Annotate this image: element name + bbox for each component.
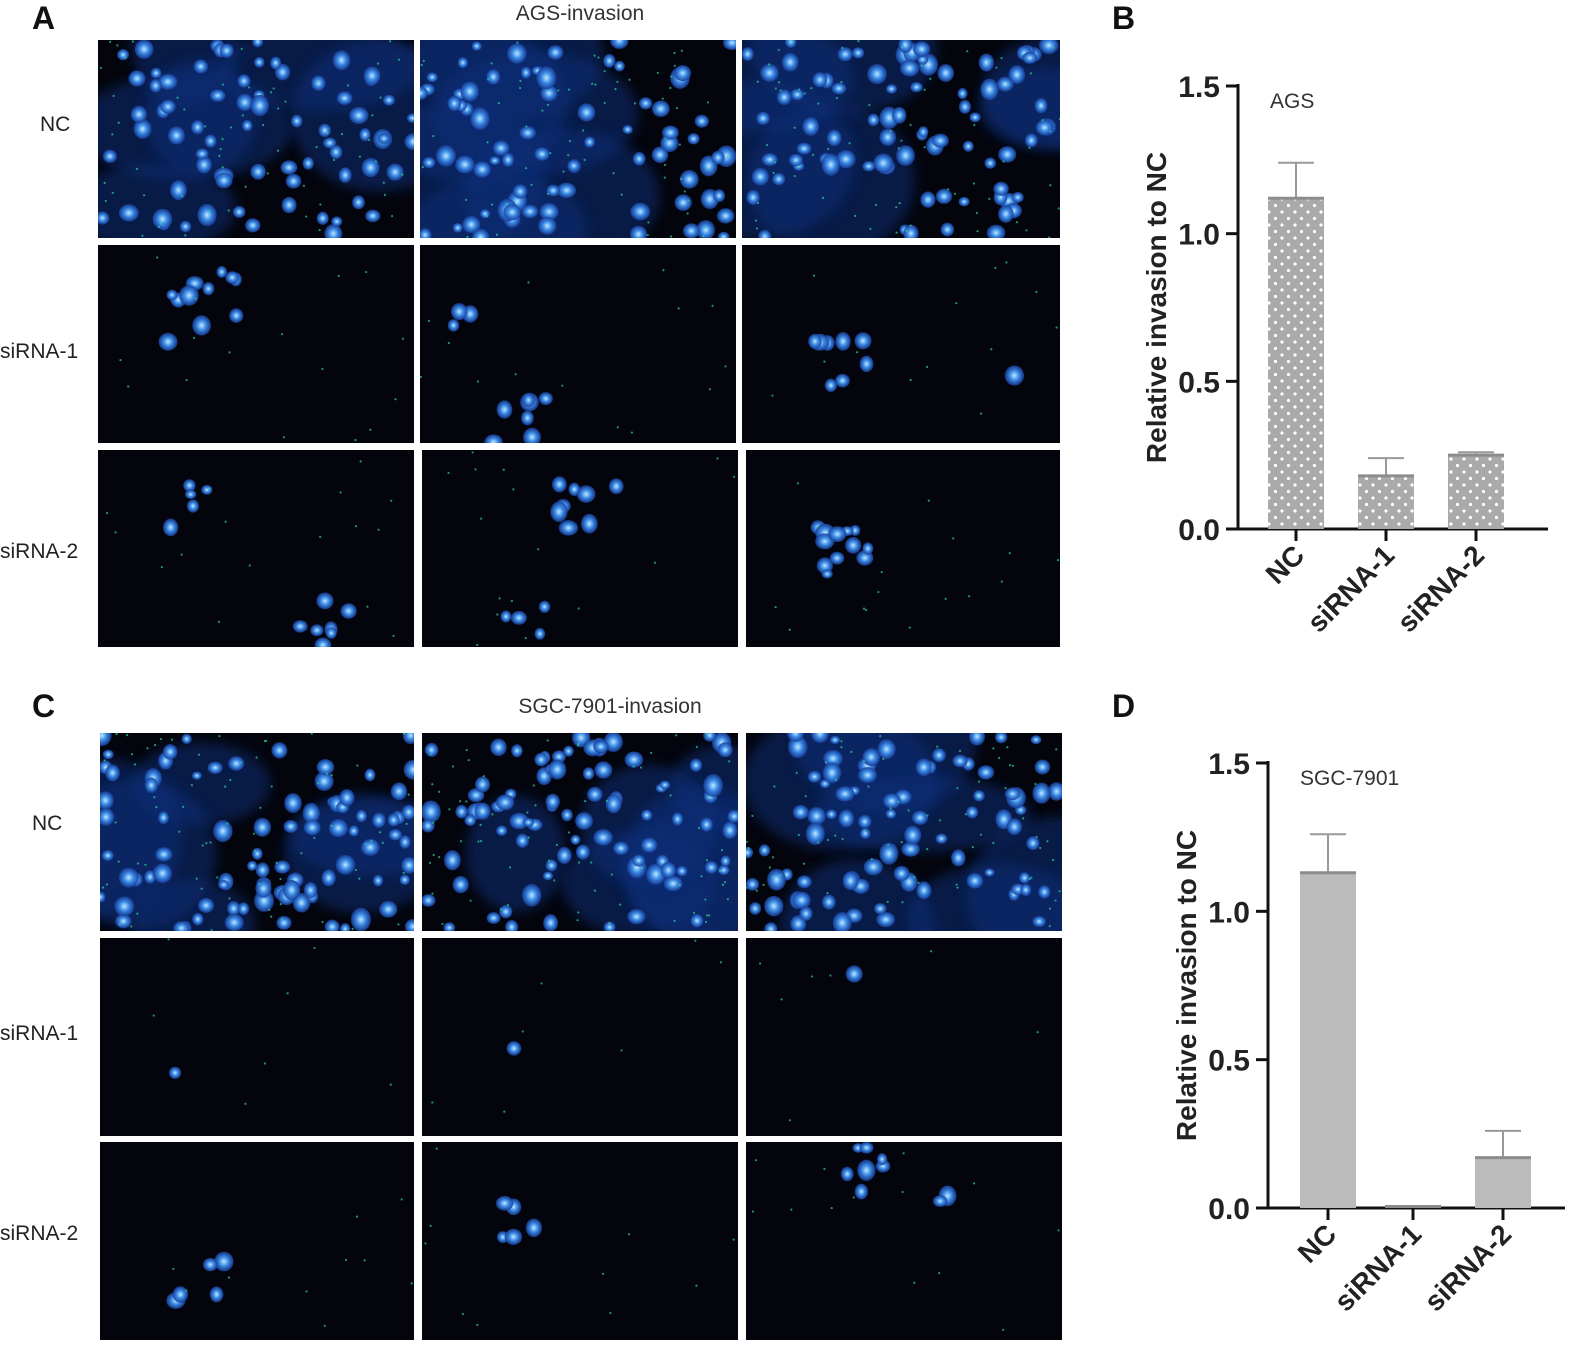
panel-a-row-label-sirna-2: siRNA-2 xyxy=(0,540,79,563)
micrograph-canvas xyxy=(420,268,727,443)
micrograph-canvas xyxy=(166,1198,413,1327)
micrograph-ags-nc-1 xyxy=(98,40,414,238)
micrograph-sgc-sirna2-3 xyxy=(746,1142,1062,1340)
bar xyxy=(1268,198,1324,529)
x-tick-label: siRNA-1 xyxy=(1328,1218,1427,1317)
micrograph-ags-sirna2-3 xyxy=(746,450,1060,647)
micrograph-sgc-sirna1-1 xyxy=(100,938,414,1136)
micrograph-canvas xyxy=(152,938,392,1105)
micrograph-sgc-nc-2 xyxy=(422,733,738,931)
micrograph-canvas xyxy=(771,261,1058,415)
y-tick-label: 0.0 xyxy=(1178,514,1220,547)
micrograph-ags-sirna2-2 xyxy=(422,450,738,647)
y-tick-label: 0.5 xyxy=(1178,366,1220,399)
micrograph-canvas xyxy=(422,733,738,931)
chart-annotation: AGS xyxy=(1270,90,1314,113)
micrograph-sgc-sirna1-3 xyxy=(746,938,1062,1136)
x-tick-label: NC xyxy=(1292,1218,1343,1269)
x-tick-label: siRNA-1 xyxy=(1301,539,1400,638)
micrograph-canvas xyxy=(420,40,736,238)
y-axis-label: Relative invasion to NC xyxy=(1141,152,1172,463)
panel-c-title: SGC-7901-invasion xyxy=(518,695,702,718)
micrograph-canvas xyxy=(751,1142,1060,1331)
bar xyxy=(1300,872,1356,1208)
bar xyxy=(1448,455,1504,529)
y-axis-label: Relative invasion to NC xyxy=(1171,830,1202,1141)
micrograph-ags-nc-2 xyxy=(420,40,736,238)
micrograph-canvas xyxy=(758,950,1039,1122)
micrograph-sgc-sirna2-1 xyxy=(100,1142,414,1340)
panel-letter-a: A xyxy=(32,0,56,36)
y-tick-label: 1.5 xyxy=(1208,748,1250,781)
micrograph-sgc-nc-3 xyxy=(746,733,1062,931)
micrograph-sgc-nc-1 xyxy=(100,733,414,931)
panel-a-title: AGS-invasion xyxy=(515,2,645,25)
micrograph-canvas xyxy=(742,40,1060,238)
y-tick-label: 1.0 xyxy=(1178,219,1220,252)
micrograph-ags-nc-3 xyxy=(742,40,1060,238)
bar xyxy=(1358,475,1414,529)
micrograph-canvas xyxy=(105,460,395,647)
panel-letter-b: B xyxy=(1112,0,1136,36)
micrograph-canvas xyxy=(98,40,414,238)
bar-chart-ags: 0.0 0.5 1.0 1.5 Relative invasion to NC AGS NC… xyxy=(1110,40,1580,670)
micrograph-ags-sirna1-2 xyxy=(420,245,736,443)
chart-svg-ags: 0.0 0.5 1.0 1.5 Relative invasion to NC AGS NC… xyxy=(1141,71,1548,638)
chart-svg-sgc7901: 0.0 0.5 1.0 1.5 Relative invasion to NC SGC-7… xyxy=(1171,748,1565,1317)
micrograph-canvas xyxy=(447,451,736,647)
panel-letter-d: D xyxy=(1112,688,1136,724)
y-tick-label: 1.0 xyxy=(1208,896,1250,929)
micrograph-canvas xyxy=(424,1147,735,1327)
panel-c-row-label-nc: NC xyxy=(32,812,63,835)
chart-annotation: SGC-7901 xyxy=(1300,767,1399,790)
bar-chart-sgc7901: 0.0 0.5 1.0 1.5 Relative invasion to NC SGC-7… xyxy=(1110,735,1580,1355)
micrograph-ags-sirna2-1 xyxy=(98,450,414,647)
micrograph-sgc-sirna1-2 xyxy=(422,938,738,1136)
y-tick-label: 1.5 xyxy=(1178,71,1220,104)
micrograph-canvas xyxy=(119,256,405,442)
panel-letter-c: C xyxy=(32,688,56,724)
micrograph-canvas xyxy=(746,733,1062,931)
bar xyxy=(1475,1157,1531,1208)
micrograph-canvas xyxy=(774,482,1060,631)
micrograph-canvas xyxy=(431,939,722,1113)
micrograph-ags-sirna1-1 xyxy=(98,245,414,443)
panel-a-row-label-nc: NC xyxy=(40,113,71,136)
panel-c-row-label-sirna-2: siRNA-2 xyxy=(0,1222,79,1245)
panel-c-row-label-sirna-1: siRNA-1 xyxy=(0,1022,79,1045)
x-tick-label: siRNA-2 xyxy=(1391,539,1490,638)
x-tick-label: siRNA-2 xyxy=(1418,1218,1517,1317)
micrograph-canvas xyxy=(100,733,414,931)
x-tick-label: NC xyxy=(1260,539,1311,590)
y-tick-label: 0.5 xyxy=(1208,1045,1250,1078)
y-tick-label: 0.0 xyxy=(1208,1193,1250,1226)
panel-a-row-label-sirna-1: siRNA-1 xyxy=(0,340,79,363)
micrograph-sgc-sirna2-2 xyxy=(422,1142,738,1340)
micrograph-ags-sirna1-3 xyxy=(742,245,1060,443)
